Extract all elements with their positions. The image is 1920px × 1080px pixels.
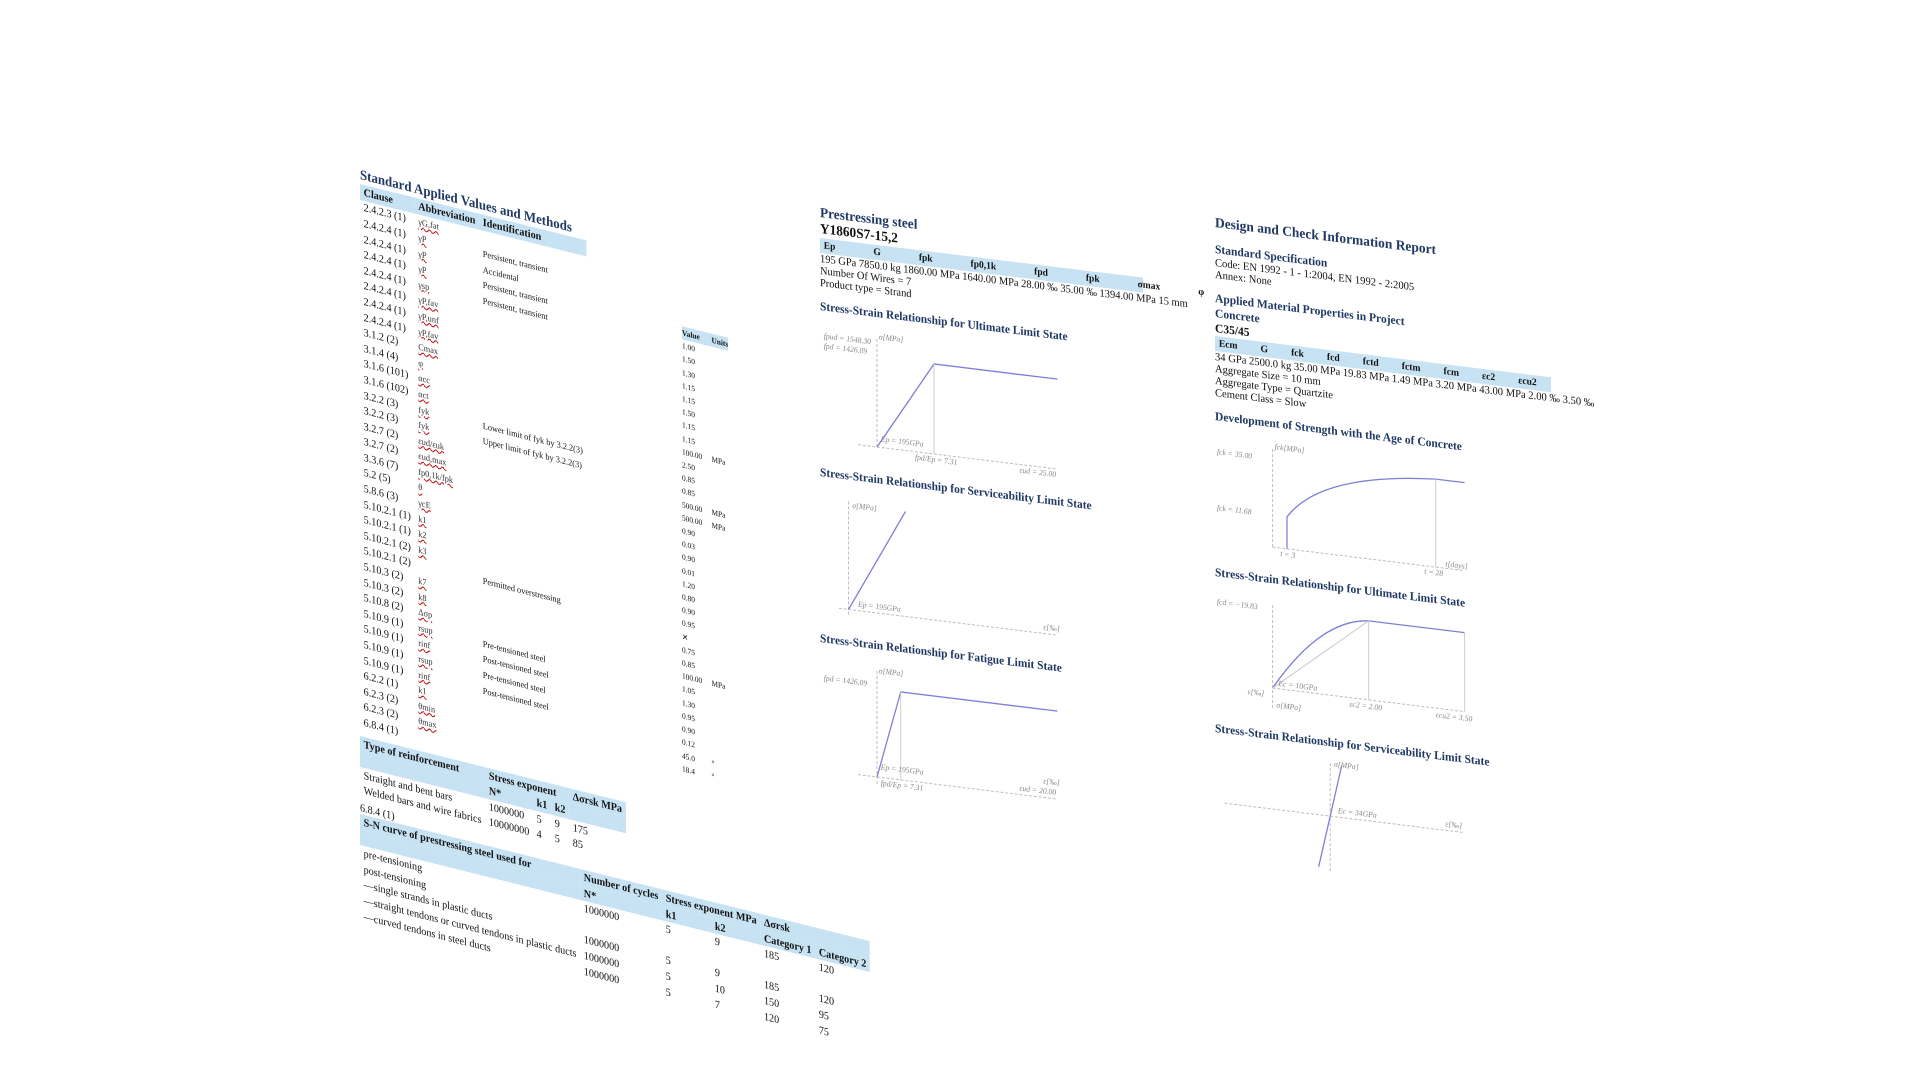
steel-fls-chart: fpd = 1426.09 σ[MPa] Ep = 195GPa fpd/Ep … <box>824 666 1060 800</box>
fls-axis-label: σ[MPa] <box>879 666 903 678</box>
values-column: Value Units 1.00 1.50 1.30 1.15 1.15 1.50 1.15… <box>682 326 729 786</box>
symbol-header: fctd <box>1362 356 1379 370</box>
symbol-header: fpk <box>918 252 933 265</box>
unit-cell: ° <box>711 771 715 782</box>
concrete-uls-chart: fcd = −19.83 Ec = 10GPa εc2 = 2.00 εcu2 … <box>1217 597 1473 724</box>
symbol-header: Ep <box>823 240 836 253</box>
age-t3-label: t = 3 <box>1280 549 1295 560</box>
uls-ratio-label: fpd/Ep = 7.31 <box>915 453 958 467</box>
symbol-header: εcu2 <box>1518 375 1537 389</box>
reinf-k2: 5 <box>554 832 560 847</box>
fls-x-axis <box>857 774 1058 800</box>
age-t28-label: t = 28 <box>1424 567 1443 578</box>
design-report-page: Design and Check Information Report Stan… <box>1215 216 1594 998</box>
culs-eps-label: ε[‰] <box>1248 687 1265 698</box>
concrete-sls-chart: σ[MPa] Ec = 34GPa ε[‰] <box>1224 760 1465 872</box>
uls-ep-label: Ep = 195GPa <box>880 434 924 449</box>
age-fck-label: fck = 35.00 <box>1217 447 1252 460</box>
age-days-label: t[days] <box>1445 559 1467 571</box>
fls-eps-label: ε[‰] <box>1043 776 1060 787</box>
steel-sls-chart: σ[MPa] Ep = 195GPa ε[‰] <box>838 499 1060 636</box>
fls-ratio-label: fpd/Ep = 7.31 <box>881 778 924 792</box>
culs-curve <box>1272 620 1465 689</box>
symbol-header: fpd <box>1034 266 1048 279</box>
uls-axis-label: σ[MPa] <box>879 332 903 344</box>
uls-eud-label: εud = 25.00 <box>1020 465 1057 479</box>
fls-ep-label: Ep = 195GPa <box>880 762 924 777</box>
csls-axis-label: σ[MPa] <box>1334 760 1359 772</box>
fls-eud-label: εud = 20.00 <box>1020 783 1057 797</box>
age-fcki-label: fck = 11.68 <box>1217 503 1252 516</box>
symbol-header: fpk <box>1085 272 1100 286</box>
symbol-header: fctm <box>1401 360 1421 375</box>
standard-values-table: Clause Abbreviation Identification 2.4.2… <box>360 184 587 786</box>
standard-values-page: Standard Applied Values and Methods Clau… <box>360 168 871 1038</box>
unit-cell: ° <box>711 758 715 768</box>
csls-curve <box>1318 765 1343 867</box>
symbol-header: εc2 <box>1482 370 1496 384</box>
symbol-header: σmax <box>1137 278 1161 293</box>
culs-secant <box>1272 620 1369 689</box>
sls-axis-label: σ[MPa] <box>852 501 876 513</box>
culs-fcd-label: fcd = −19.83 <box>1217 597 1258 611</box>
sls-curve <box>847 511 907 610</box>
fls-fpd-label: fpd = 1426.09 <box>824 673 867 688</box>
symbol-header: fcm <box>1443 366 1459 379</box>
culs-ec-label: Ec = 10GPa <box>1277 679 1317 693</box>
sls-eps-label: ε[‰] <box>1043 622 1060 633</box>
symbol-header: G <box>1260 343 1269 356</box>
age-curve <box>1286 477 1465 549</box>
reinf-k1: 4 <box>536 828 542 842</box>
symbol-header: Ecm <box>1218 338 1238 352</box>
uls-curve <box>876 363 1058 448</box>
age-axis-label: fck[MPa] <box>1275 442 1305 455</box>
culs-ecu-label: εcu2 = 3.50 <box>1436 710 1473 724</box>
steel-uls-chart: fpud = 1548.30 fpd = 1426.09 σ[MPa] Ep =… <box>824 331 1058 479</box>
symbol-header: fcd <box>1326 351 1340 365</box>
csls-eps-label: ε[‰] <box>1445 819 1462 830</box>
age-strength-chart: fck = 35.00 fck = 11.68 fck[MPa] t = 3 t… <box>1217 442 1468 578</box>
symbol-header: fck <box>1291 347 1304 360</box>
symbol-header: fp0,1k <box>970 258 997 273</box>
sls-x-axis <box>838 607 1058 636</box>
symbol-header: φ <box>1198 286 1205 299</box>
csls-ec-label: Ec = 34GPa <box>1337 806 1377 820</box>
uls-x-axis <box>857 444 1058 470</box>
symbol-header: G <box>873 246 881 259</box>
culs-axis-label: σ[MPa] <box>1276 700 1301 712</box>
culs-e2-label: εc2 = 2.00 <box>1349 699 1382 712</box>
